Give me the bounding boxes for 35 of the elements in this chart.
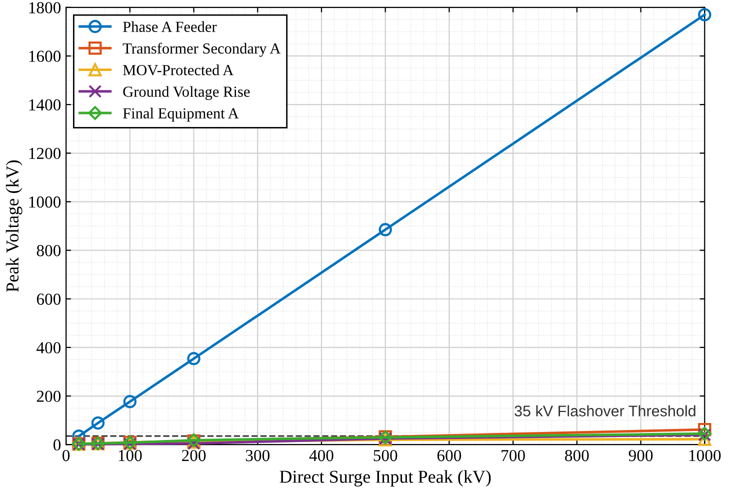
y-tick-label: 1000: [29, 196, 61, 208]
x-tick-label: 0: [62, 450, 70, 462]
legend-label: Final Equipment A: [123, 108, 239, 122]
x-tick-label: 500: [374, 450, 398, 462]
x-tick-label: 100: [118, 450, 142, 462]
y-tick-label: 600: [36, 294, 61, 305]
point: [378, 223, 392, 236]
point: [698, 8, 712, 22]
ref-line-label: 35 kV Flashover Threshold: [514, 405, 696, 416]
x-tick-label: 700: [502, 450, 525, 462]
point: [187, 352, 200, 366]
y-tick-label: 800: [36, 244, 61, 256]
x-tick-label: 400: [309, 450, 334, 462]
y-tick-label: 1400: [29, 99, 61, 111]
legend-label: MOV-Protected A: [123, 64, 234, 76]
y-tick-label: 1200: [29, 148, 61, 160]
legend-label: Phase A Feeder: [123, 21, 217, 32]
legend-label: Ground Voltage Rise: [123, 86, 250, 100]
y-tick-label: 200: [36, 390, 61, 402]
x-tick-label: 200: [182, 450, 206, 462]
legend-label: Transformer Secondary A: [122, 42, 281, 57]
x-tick-label: 300: [246, 450, 270, 462]
y-tick-label: 400: [36, 342, 61, 354]
y-tick-label: 1600: [29, 50, 61, 62]
x-tick-label: 900: [628, 450, 653, 462]
y-tick-label: 1800: [29, 2, 61, 14]
x-tick-label: 600: [437, 450, 462, 462]
x-tick-label: 1000: [689, 450, 721, 462]
x-tick-label: 800: [565, 450, 589, 462]
point: [91, 416, 105, 430]
y-tick-label: 0: [54, 439, 61, 451]
point: [698, 432, 712, 446]
x-axis-title: Direct Surge Input Peak (kV): [280, 470, 491, 487]
point: [123, 395, 137, 408]
y-axis-title: Peak Voltage (kV): [6, 160, 22, 292]
